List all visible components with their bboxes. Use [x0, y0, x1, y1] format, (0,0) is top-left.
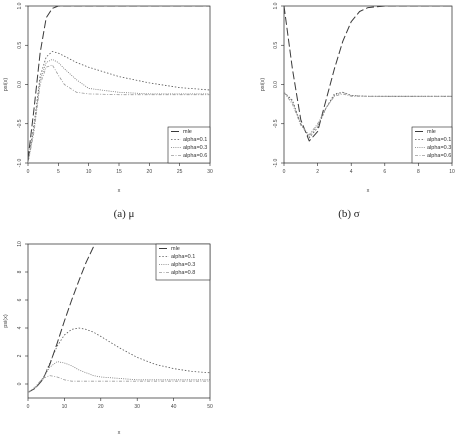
y-axis-label: psi(x) — [3, 78, 9, 92]
legend: mle alpha=0.1 alpha=0.3 alpha=0.6 — [167, 126, 211, 164]
legend-label: alpha=0.6 — [183, 153, 207, 159]
x-tick-label: 30 — [207, 169, 213, 175]
legend-label: mle — [171, 246, 180, 252]
y-axis-label: psi(x) — [3, 314, 9, 328]
legend-label: alpha=0.1 — [183, 137, 207, 143]
legend-label: mle — [427, 129, 436, 135]
caption-a: (a) μ — [114, 208, 135, 220]
y-axis-label: psi(x) — [260, 78, 266, 92]
y-tick-label: 6 — [17, 298, 23, 301]
x-tick-label: 0 — [27, 169, 30, 175]
panel-c: 0 10 20 30 40 50 0 2 4 6 8 10 x psi(x) mle alpha=0.1 alp… — [3, 241, 213, 436]
x-axis-label: x — [118, 188, 121, 194]
x-tick-label: 2 — [316, 169, 319, 175]
y-tick-label: 4 — [17, 326, 23, 329]
series-line-mle — [284, 6, 452, 142]
legend-label: alpha=0.3 — [183, 145, 207, 151]
x-tick-label: 10 — [449, 169, 455, 175]
panel-a: 0 5 10 15 20 25 30 -1.0 -0.5 0.0 0.5 1.0 x psi(x) mle a… — [3, 2, 213, 194]
y-tick-label: 10 — [17, 241, 23, 247]
x-tick-label: 4 — [350, 169, 353, 175]
legend-label: alpha=0.8 — [171, 270, 195, 276]
legend: mle alpha=0.1 alpha=0.3 alpha=0.8 — [155, 243, 211, 281]
plot-frame — [27, 243, 211, 399]
y-tick-label: 0.5 — [273, 42, 279, 49]
legend-box — [167, 126, 211, 164]
y-tick-label: -0.5 — [17, 119, 23, 128]
y-tick-label: -1.0 — [17, 158, 23, 167]
x-axis-label: x — [118, 430, 121, 436]
series-line-alpha-0-8 — [28, 375, 210, 393]
x-tick-label: 20 — [147, 169, 153, 175]
x-tick-label: 10 — [86, 169, 92, 175]
x-tick-label: 15 — [116, 169, 122, 175]
x-tick-label: 40 — [171, 404, 177, 410]
legend-label: alpha=0.6 — [427, 153, 451, 159]
y-tick-label: 0 — [17, 382, 23, 385]
series-line-alpha-0-1 — [28, 51, 210, 163]
x-tick-label: 5 — [57, 169, 60, 175]
series-line-mle — [28, 244, 96, 393]
legend-label: alpha=0.1 — [427, 137, 451, 143]
legend-label: alpha=0.1 — [171, 254, 195, 260]
x-tick-label: 8 — [417, 169, 420, 175]
x-tick-label: 50 — [207, 404, 213, 410]
legend-box — [155, 243, 211, 281]
y-tick-label: 8 — [17, 270, 23, 273]
legend-box — [411, 126, 453, 164]
y-tick-label: -1.0 — [273, 158, 279, 167]
y-tick-label: 0.0 — [17, 81, 23, 88]
series-line-alpha-0-6 — [284, 92, 452, 136]
y-tick-label: -0.5 — [273, 119, 279, 128]
caption-b: (b) σ — [338, 208, 360, 220]
x-tick-label: 0 — [283, 169, 286, 175]
y-tick-label: 2 — [17, 354, 23, 357]
panel-b: 0 2 4 6 8 10 -1.0 -0.5 0.0 0.5 1.0 x psi(x) mle alpha=… — [260, 2, 455, 194]
series-line-alpha-0-1 — [28, 327, 210, 393]
series-line-alpha-0-3 — [28, 361, 210, 393]
y-tick-label: 1.0 — [17, 2, 23, 9]
x-axis-label: x — [367, 188, 370, 194]
x-tick-label: 30 — [134, 404, 140, 410]
x-tick-label: 20 — [98, 404, 104, 410]
legend-label: alpha=0.3 — [171, 262, 195, 268]
y-tick-label: 0.0 — [273, 81, 279, 88]
x-tick-label: 10 — [62, 404, 68, 410]
series-line-alpha-0-3 — [284, 91, 452, 137]
x-tick-label: 25 — [177, 169, 183, 175]
legend-label: alpha=0.3 — [427, 145, 451, 151]
x-tick-label: 0 — [27, 404, 30, 410]
y-tick-label: 1.0 — [273, 2, 279, 9]
series-line-alpha-0-6 — [28, 64, 210, 163]
series-line-mle — [28, 6, 210, 160]
legend-label: mle — [183, 129, 192, 135]
y-tick-label: 0.5 — [17, 42, 23, 49]
x-tick-label: 6 — [383, 169, 386, 175]
legend: mle alpha=0.1 alpha=0.3 alpha=0.6 — [411, 126, 453, 164]
